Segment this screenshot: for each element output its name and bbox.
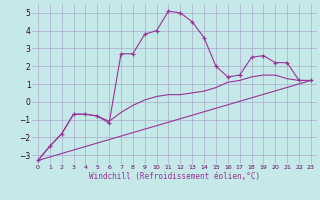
X-axis label: Windchill (Refroidissement éolien,°C): Windchill (Refroidissement éolien,°C) [89, 172, 260, 181]
